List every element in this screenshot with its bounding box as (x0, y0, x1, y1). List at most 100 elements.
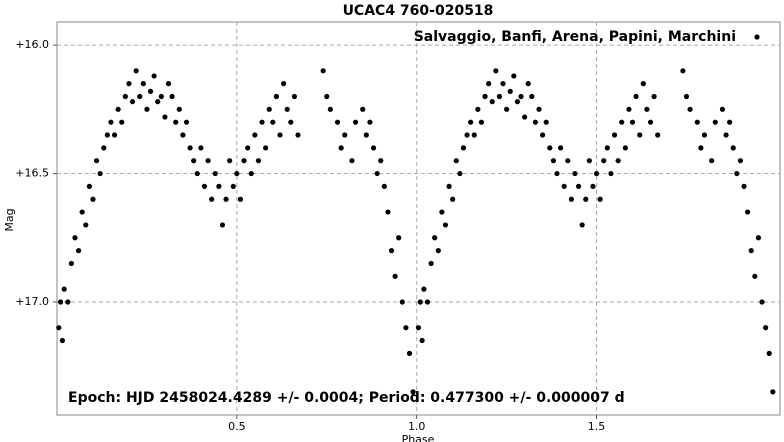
data-point (367, 119, 373, 125)
data-point (529, 93, 535, 100)
data-point (446, 183, 452, 189)
data-point (83, 222, 89, 228)
legend-marker (754, 34, 760, 40)
y-tick-label: +16.5 (15, 167, 49, 180)
data-point (248, 170, 254, 177)
data-point (370, 145, 377, 151)
data-point (320, 68, 326, 74)
data-point (392, 273, 398, 279)
data-point (536, 106, 542, 112)
data-point (453, 158, 459, 164)
data-point (475, 106, 481, 112)
data-point (263, 145, 269, 151)
data-point (568, 196, 574, 202)
data-point (651, 93, 657, 100)
data-point (432, 235, 438, 241)
data-point (385, 209, 391, 215)
data-point (590, 183, 596, 189)
data-point (730, 145, 736, 151)
data-point (579, 222, 585, 228)
data-point (565, 158, 571, 164)
data-point (622, 145, 628, 151)
x-tick-label: 0.5 (228, 420, 246, 433)
data-point (698, 145, 704, 151)
data-point (543, 119, 549, 125)
data-point (719, 106, 726, 112)
data-point (763, 325, 769, 331)
data-point (75, 248, 82, 254)
data-point (709, 158, 715, 164)
data-point (144, 106, 150, 112)
data-point (137, 93, 143, 100)
data-point (396, 235, 402, 241)
data-point (619, 119, 625, 125)
y-tick-label: +16.0 (15, 38, 49, 51)
y-tick-label: +17.0 (15, 295, 49, 308)
data-point (255, 158, 262, 164)
x-axis-label: Phase (402, 433, 435, 442)
data-point (374, 170, 380, 177)
data-point (748, 248, 754, 254)
data-point (694, 119, 700, 125)
data-point (291, 93, 298, 100)
data-point (205, 158, 211, 164)
data-point (381, 183, 387, 189)
data-point (59, 337, 65, 344)
data-point (227, 158, 233, 164)
legend-label: Salvaggio, Banfi, Arena, Papini, Marchin… (414, 29, 736, 45)
data-point (597, 196, 603, 202)
data-point (493, 68, 499, 74)
data-point (342, 132, 348, 138)
data-point (514, 99, 521, 105)
data-point (504, 106, 510, 112)
data-point (219, 222, 226, 228)
data-point (680, 68, 686, 74)
data-point (115, 106, 121, 112)
data-point (741, 183, 747, 189)
data-point (111, 132, 118, 138)
data-point (712, 119, 718, 125)
data-point (450, 196, 456, 202)
data-point (194, 170, 200, 177)
data-point (611, 132, 618, 138)
data-point (421, 286, 427, 292)
data-point (457, 170, 463, 177)
chart-title: UCAC4 760-020518 (343, 3, 494, 19)
data-point (352, 119, 359, 125)
data-point (349, 158, 355, 164)
data-point (176, 106, 182, 112)
data-point (723, 132, 729, 138)
data-point (417, 299, 423, 305)
data-point (626, 106, 632, 112)
annotation: Epoch: HJD 2458024.4289 +/- 0.0004; Peri… (68, 390, 625, 406)
data-point (273, 93, 280, 100)
data-point (230, 183, 236, 189)
data-point (223, 196, 229, 202)
data-point (410, 389, 416, 395)
data-point (759, 299, 765, 305)
data-point (270, 119, 276, 125)
data-point (522, 114, 528, 120)
data-point (633, 93, 639, 100)
data-point (363, 132, 369, 138)
data-point (442, 222, 449, 228)
data-point (360, 106, 366, 112)
data-point (683, 93, 690, 100)
data-point (539, 132, 546, 138)
data-point (486, 81, 492, 87)
data-point (460, 145, 467, 151)
data-point (755, 235, 762, 241)
data-point (79, 209, 85, 215)
data-point (525, 81, 531, 87)
data-point (511, 73, 517, 79)
data-point (191, 158, 197, 164)
data-point (122, 93, 128, 100)
data-point (655, 132, 661, 138)
data-point (575, 183, 582, 189)
data-point (647, 119, 654, 125)
data-point (133, 68, 139, 74)
data-point (701, 132, 708, 138)
data-point (259, 119, 265, 125)
data-point (158, 93, 164, 100)
plot-area (56, 21, 781, 416)
